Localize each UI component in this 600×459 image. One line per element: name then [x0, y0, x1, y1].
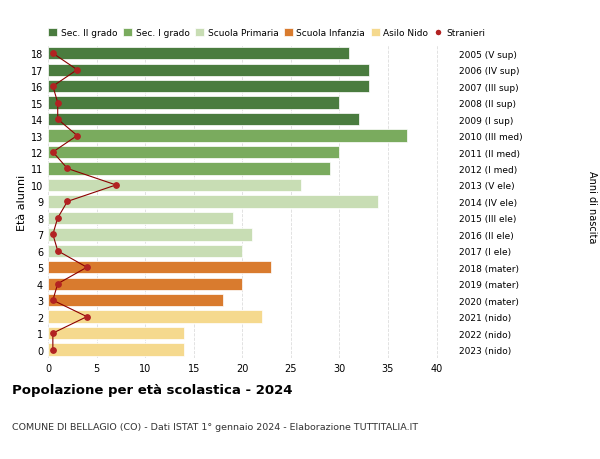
- Text: Popolazione per età scolastica - 2024: Popolazione per età scolastica - 2024: [12, 383, 293, 396]
- Point: [48, 149, 58, 157]
- Bar: [48, 229, 252, 241]
- Bar: [48, 130, 407, 142]
- Point: [73, 133, 82, 140]
- Bar: [48, 327, 184, 340]
- Point: [48, 297, 58, 304]
- Bar: [48, 196, 378, 208]
- Bar: [48, 294, 223, 307]
- Bar: [48, 311, 262, 323]
- Bar: [48, 245, 242, 257]
- Bar: [48, 278, 242, 290]
- Legend: Sec. II grado, Sec. I grado, Scuola Primaria, Scuola Infanzia, Asilo Nido, Stran: Sec. II grado, Sec. I grado, Scuola Prim…: [49, 29, 485, 38]
- Bar: [48, 114, 359, 126]
- Bar: [48, 146, 340, 159]
- Point: [53, 280, 62, 288]
- Point: [111, 182, 121, 189]
- Bar: [48, 64, 368, 77]
- Point: [53, 247, 62, 255]
- Point: [48, 50, 58, 58]
- Point: [48, 346, 58, 353]
- Point: [73, 67, 82, 74]
- Bar: [48, 212, 233, 224]
- Bar: [48, 48, 349, 60]
- Text: Anni di nascita: Anni di nascita: [587, 170, 597, 243]
- Point: [53, 116, 62, 123]
- Point: [48, 83, 58, 90]
- Bar: [48, 179, 301, 192]
- Point: [82, 264, 92, 271]
- Point: [48, 330, 58, 337]
- Bar: [48, 81, 368, 93]
- Text: COMUNE DI BELLAGIO (CO) - Dati ISTAT 1° gennaio 2024 - Elaborazione TUTTITALIA.I: COMUNE DI BELLAGIO (CO) - Dati ISTAT 1° …: [12, 422, 418, 431]
- Point: [82, 313, 92, 321]
- Point: [62, 165, 72, 173]
- Point: [62, 198, 72, 206]
- Point: [48, 231, 58, 239]
- Y-axis label: Età alunni: Età alunni: [17, 174, 26, 230]
- Bar: [48, 97, 340, 110]
- Point: [53, 215, 62, 222]
- Bar: [48, 344, 184, 356]
- Bar: [48, 163, 330, 175]
- Point: [53, 100, 62, 107]
- Bar: [48, 262, 271, 274]
